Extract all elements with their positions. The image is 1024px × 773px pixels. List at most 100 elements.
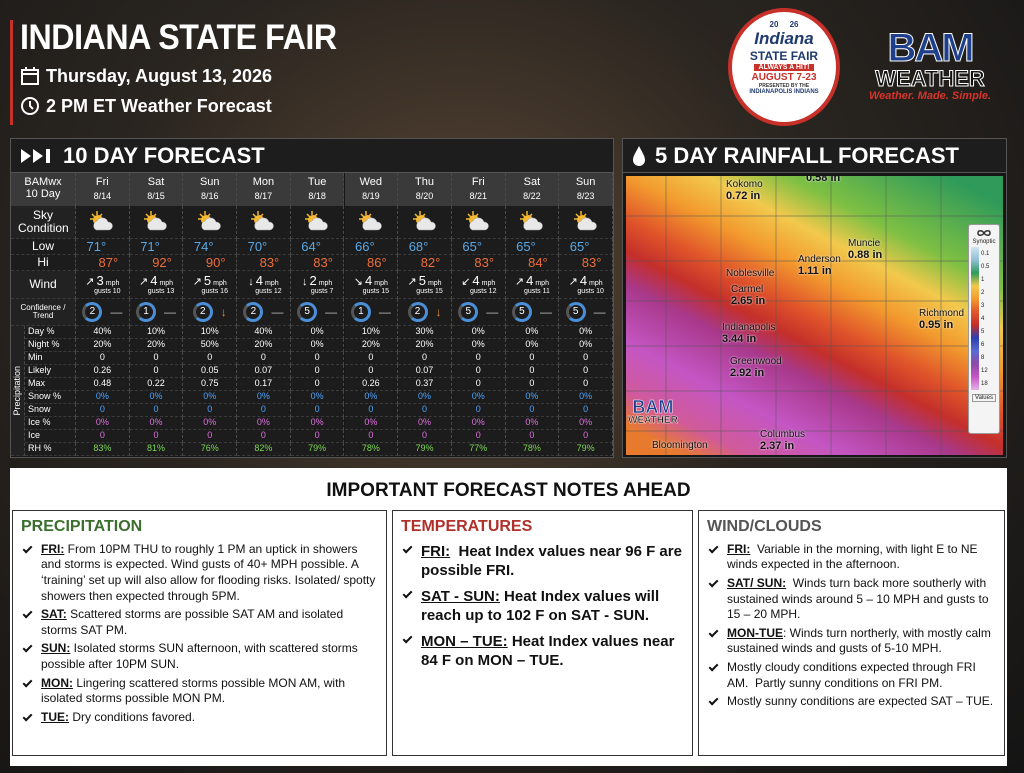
precip-cell: 20% — [76, 339, 130, 352]
wind-gusts: gusts 12 — [470, 288, 497, 296]
precip-cell: 0.17 — [237, 378, 291, 391]
wind-speed: 4 — [365, 272, 373, 288]
precip-cell: 82% — [237, 443, 291, 456]
city-amount: 3.44 in — [722, 333, 757, 345]
precip-row-label-cell: Likely — [25, 365, 76, 378]
precip-cell: 0% — [183, 391, 238, 404]
subtitle: 2 PM ET Weather Forecast — [46, 96, 272, 116]
precip-value: 0 — [314, 404, 320, 415]
hi-cell: 83° — [559, 255, 613, 271]
bam-sub: WEATHER — [875, 66, 986, 91]
precip-label: Precipitation — [11, 365, 22, 416]
precip-cell: 77% — [451, 443, 506, 456]
precip-cell: 0 — [237, 430, 291, 443]
trend: — — [539, 304, 552, 319]
precip-cell: 40% — [237, 326, 291, 339]
note-item: FRI: Heat Index values near 96 F are pos… — [401, 542, 684, 581]
rainfall-map: Kokomo 0.72 in 0.58 in Muncie 0.88 in Anderso… — [626, 176, 1003, 455]
precip-cell: 0 — [451, 378, 506, 391]
precip-value: 0 — [99, 352, 105, 363]
sky-cell — [76, 206, 130, 239]
precip-value: 0 — [422, 430, 428, 441]
low-temp: 65° — [462, 238, 483, 254]
precip-cell: 0 — [237, 352, 291, 365]
precip-cell: 0% — [559, 417, 613, 430]
legend-row: 12 — [969, 364, 999, 377]
day-date: 8/15 — [147, 190, 165, 201]
notes-column: PRECIPITATION FRI: From 10PM THU to rough… — [12, 510, 387, 756]
confidence-value: 1 — [143, 305, 149, 317]
wind-line: ↘ 4 mph — [354, 272, 388, 289]
precip-value: 0.05 — [200, 365, 219, 376]
wind-unit: mph — [105, 279, 120, 287]
watermark-name: BAM — [632, 397, 674, 417]
low-cell: 65° — [505, 239, 560, 255]
wind-speed: 5 — [203, 272, 212, 288]
notes-heading: PRECIPITATION — [21, 518, 143, 535]
forecast-table: BAMwx 10 Day Sky Condition Low Hi Wind Confide… — [11, 173, 613, 457]
day-name: Tue — [307, 176, 327, 188]
legend-title: Synoptic — [972, 239, 996, 245]
day-name: Sun — [199, 176, 220, 188]
precip-value: 0% — [203, 391, 217, 402]
confidence-cell: 5— — [505, 299, 560, 326]
hi-cell: 83° — [451, 255, 506, 271]
precip-cell: 0 — [290, 430, 345, 443]
low-temp: 68° — [408, 238, 429, 254]
precip-cell: 0 — [559, 404, 613, 417]
day-header: Sat 8/22 — [505, 173, 560, 206]
precip-cell: 0.22 — [129, 378, 184, 391]
precip-value: 0 — [475, 365, 481, 376]
low-temp: 71° — [86, 238, 107, 254]
note-label: FRI: — [727, 541, 751, 556]
note-text: Variable in the morning, with light E to… — [727, 541, 981, 572]
legend-swatch — [971, 299, 979, 312]
precip-cell: 0 — [398, 404, 452, 417]
notes-column: WIND/CLOUDS FRI: Variable in the morning,… — [698, 510, 1005, 756]
trend: — — [593, 304, 606, 319]
confidence-cell: 2— — [76, 299, 130, 326]
day-name: Sat — [147, 176, 165, 188]
precip-cell: 0 — [451, 365, 506, 378]
wind-gusts: gusts 13 — [147, 288, 175, 296]
day-date: 8/20 — [415, 190, 434, 201]
low-temp: 74° — [193, 238, 214, 254]
precip-value: 0% — [525, 417, 539, 428]
precip-cell: 0.07 — [237, 365, 291, 378]
hi-temp: 83° — [581, 254, 602, 270]
precip-cell: 0% — [451, 326, 506, 339]
wind-cell: ↓ 2 mph gusts 7 — [290, 271, 345, 299]
precip-value: 0 — [207, 430, 213, 441]
page-title: INDIANA STATE FAIR — [20, 18, 337, 57]
precip-value: 0 — [368, 404, 374, 415]
precip-value: 0% — [95, 417, 109, 428]
precip-value: 0 — [314, 430, 320, 441]
low-temp: 70° — [247, 238, 268, 254]
precip-value: 0% — [471, 326, 485, 337]
precip-value: 0 — [207, 404, 213, 415]
wind-direction: ↗ — [85, 275, 95, 288]
precip-value: 0 — [99, 404, 105, 415]
note-label: SAT/ SUN: — [727, 575, 787, 590]
note-label: FRI: — [421, 542, 451, 560]
confidence-ring: 5 — [565, 302, 586, 322]
precip-value: 0 — [153, 365, 159, 376]
city-amount: 2.65 in — [731, 295, 766, 307]
note-text: From 10PM THU to roughly 1 PM an uptick … — [41, 541, 379, 603]
precip-value: 40% — [93, 326, 112, 337]
precip-cell: 83% — [76, 443, 130, 456]
rainfall-header: 5 DAY RAINFALL FORECAST — [623, 139, 1006, 173]
check-icon — [402, 543, 413, 554]
wind-speed: 2 — [309, 272, 317, 288]
note-label: SAT: — [41, 607, 67, 622]
precip-cell: 20% — [398, 339, 452, 352]
precip-group: Precipitation — [11, 326, 25, 456]
legend-row: 6 — [969, 338, 999, 351]
trend: — — [325, 304, 338, 319]
note-text: Dry conditions favored. — [69, 709, 196, 724]
precip-cell: 0 — [76, 430, 130, 443]
note-label: SUN: — [41, 641, 71, 656]
precip-value: 0.37 — [415, 378, 434, 389]
precip-value: 20% — [254, 339, 273, 350]
